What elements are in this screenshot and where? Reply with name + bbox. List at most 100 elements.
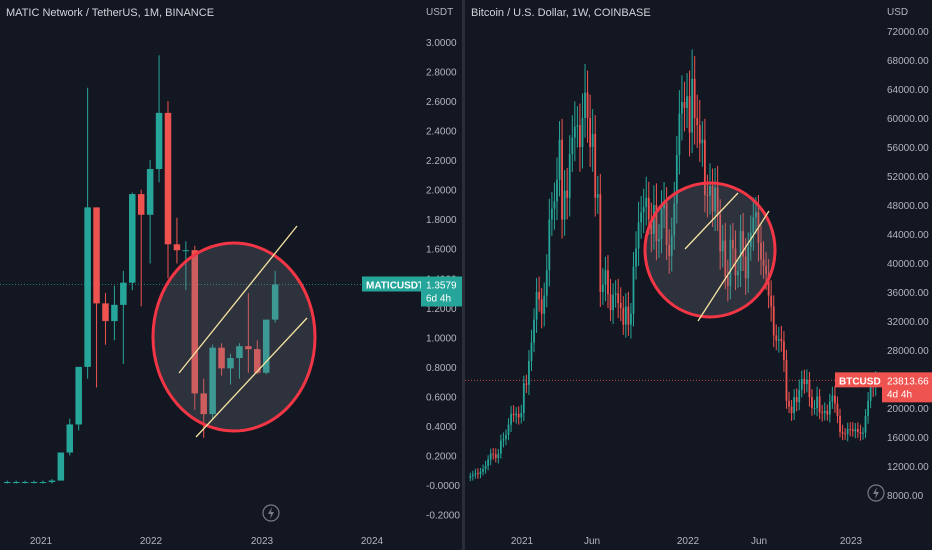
btc-candle-body — [469, 476, 472, 478]
matic-y-tick-label: -0.0000 — [426, 481, 460, 492]
matic-candle-body — [254, 349, 261, 373]
matic-candle-body — [262, 319, 270, 373]
btc-candle-body — [716, 187, 719, 215]
btc-chart-panel[interactable]: Bitcoin / U.S. Dollar, 1W, COINBASE 7200… — [465, 0, 932, 550]
btc-candle-body — [790, 406, 793, 414]
btc-candle-body — [719, 214, 722, 252]
btc-candle-body — [862, 432, 864, 434]
btc-candle-body — [512, 413, 515, 416]
btc-unit-label: USD — [887, 7, 908, 18]
matic-candle-body — [30, 482, 38, 484]
btc-candle-body — [798, 389, 801, 403]
btc-chart-title: Bitcoin / U.S. Dollar, 1W, COINBASE — [471, 7, 651, 19]
btc-candle-body — [683, 102, 686, 108]
matic-candle-body — [21, 482, 29, 484]
btc-candle-body — [525, 383, 528, 385]
btc-candle-body — [599, 194, 602, 292]
btc-y-tick-label: 36000.00 — [887, 288, 929, 299]
matic-y-tick-label: 0.2000 — [426, 451, 457, 462]
btc-candle-body — [701, 139, 704, 144]
matic-candle-body — [245, 346, 252, 350]
btc-candle-body — [663, 202, 665, 209]
matic-candle-body — [39, 482, 47, 484]
matic-candle-body — [66, 424, 74, 453]
btc-candle-body — [586, 92, 589, 118]
btc-candle-body — [698, 125, 701, 144]
btc-candle-body — [767, 273, 770, 296]
btc-candle-body — [545, 270, 548, 296]
btc-y-tick-label: 40000.00 — [887, 259, 929, 270]
matic-y-tick-label: 2.2000 — [426, 156, 457, 167]
btc-candle-body — [811, 397, 813, 408]
btc-candle-body — [540, 299, 543, 314]
btc-candle-body — [502, 439, 505, 441]
btc-channel-lower-line — [697, 210, 770, 322]
btc-candle-body — [632, 266, 635, 314]
btc-candle-body — [864, 415, 867, 433]
matic-y-tick-label: 3.0000 — [426, 38, 457, 49]
btc-candle-body — [658, 239, 660, 242]
btc-candle-body — [609, 294, 612, 311]
btc-candle-body — [808, 379, 811, 398]
matic-candle-body — [137, 194, 145, 215]
btc-candle-body — [851, 429, 854, 432]
btc-candle-body — [655, 205, 658, 242]
btc-candle-body — [681, 102, 683, 114]
btc-y-tick-label: 68000.00 — [887, 56, 929, 67]
btc-candle-body — [800, 379, 803, 390]
btc-chart-svg[interactable]: 72000.00 68000.00 64000.00 60000.00 56000.00… — [465, 0, 932, 550]
btc-candle-body — [816, 396, 818, 408]
btc-candle-body — [760, 242, 762, 260]
btc-candle-body — [528, 360, 530, 385]
btc-candle-body — [563, 190, 566, 220]
btc-candle-body — [805, 379, 808, 385]
btc-candle-body — [739, 231, 742, 271]
btc-y-tick-label: 32000.00 — [887, 317, 929, 328]
btc-candle-body — [558, 139, 561, 180]
btc-candle-body — [744, 256, 747, 279]
btc-candle-body — [482, 468, 484, 472]
btc-candle-body — [856, 429, 859, 432]
matic-candle-body — [93, 207, 100, 304]
matic-chart-svg[interactable]: 3.0000 2.8000 2.6000 2.4000 2.2000 2.0000 1.80… — [0, 0, 462, 550]
btc-candle-body — [538, 292, 541, 300]
btc-candle-body — [673, 203, 676, 236]
btc-candle-body — [678, 113, 681, 155]
btc-candle-body — [556, 179, 558, 202]
matic-candle-body — [236, 346, 243, 359]
btc-x-tick-label: 2023 — [840, 536, 863, 547]
btc-candle-body — [594, 133, 597, 198]
btc-candle-body — [515, 413, 518, 416]
matic-candle-body — [155, 112, 163, 169]
btc-symbol-tag — [835, 372, 882, 388]
btc-candle-body — [533, 319, 535, 343]
btc-candle-body — [788, 400, 790, 407]
btc-candle-body — [688, 96, 691, 133]
btc-candle-body — [535, 292, 538, 320]
btc-candle-body — [477, 473, 479, 475]
btc-candle-body — [505, 434, 507, 440]
matic-candle-body — [84, 207, 91, 367]
matic-y-tick-label: 2.8000 — [426, 68, 457, 79]
matic-candle-body — [209, 347, 216, 415]
matic-candle-body — [111, 304, 118, 322]
btc-candle-body — [780, 339, 783, 342]
matic-chart-panel[interactable]: MATIC Network / TetherUS, 1M, BINANCE 3.… — [0, 0, 462, 550]
btc-candle-body — [803, 379, 806, 385]
btc-candle-body — [724, 240, 727, 277]
btc-candle-body — [709, 186, 711, 196]
matic-candle-body — [129, 194, 136, 283]
btc-candle-body — [826, 410, 829, 415]
matic-x-tick-label: 2021 — [30, 536, 53, 547]
btc-candle-body — [471, 474, 474, 477]
btc-candle-body — [775, 335, 778, 341]
btc-candle-body — [612, 294, 614, 311]
btc-candle-body — [770, 295, 773, 307]
matic-candle-body — [120, 282, 127, 305]
btc-candle-body — [497, 453, 500, 459]
btc-candle-body — [823, 410, 826, 414]
btc-candle-body — [517, 413, 520, 418]
btc-y-tick-label: 8000.00 — [887, 491, 924, 502]
btc-candle-body — [642, 207, 645, 213]
panel-divider[interactable] — [462, 0, 465, 550]
